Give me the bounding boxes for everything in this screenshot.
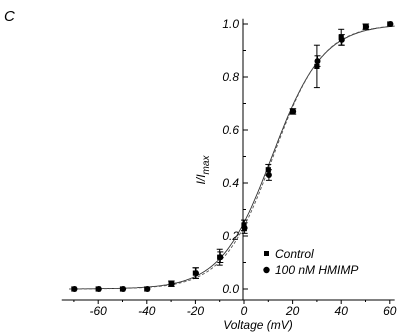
- data-point-hmimp: [290, 108, 297, 115]
- legend: Control 100 nM HMIMP: [263, 247, 358, 277]
- x-axis-label: Voltage (mV): [223, 318, 293, 332]
- x-tick-label: 0: [241, 304, 248, 318]
- data-point-hmimp: [363, 23, 370, 30]
- data-point-hmimp: [193, 270, 199, 277]
- data-point-hmimp: [387, 21, 394, 27]
- y-axis-label-sub: max: [201, 155, 212, 175]
- fit-curves: [69, 25, 395, 290]
- x-tick-label: -20: [187, 304, 205, 318]
- data-point-control: [265, 167, 271, 173]
- x-tick-label: -40: [138, 304, 156, 318]
- legend-label-hmimp: 100 nM HMIMP: [275, 263, 358, 277]
- y-axis: 0.0 0.2 0.4 0.6 0.8 1.0: [222, 17, 248, 300]
- y-axis-label: I/Imax: [194, 155, 212, 185]
- data-point-hmimp: [265, 172, 272, 179]
- y-tick-label: 1.0: [222, 17, 239, 31]
- legend-marker-hmimp: [263, 266, 270, 274]
- x-tick-label: 20: [285, 304, 300, 318]
- y-axis-label-main: I/I: [194, 174, 208, 185]
- data-point-hmimp: [217, 254, 224, 261]
- y-tick-label: 0.8: [222, 70, 239, 84]
- data-point-hmimp: [144, 286, 151, 292]
- x-tick-label: 40: [335, 304, 349, 318]
- data-point-hmimp: [95, 286, 102, 292]
- legend-marker-control: [264, 251, 269, 256]
- y-tick-label: 0.2: [222, 229, 239, 243]
- legend-label-control: Control: [275, 247, 314, 261]
- fit-curve-hmimp: [69, 25, 395, 290]
- y-tick-label: 0.6: [222, 123, 239, 137]
- data-point-hmimp: [338, 36, 345, 43]
- data-point-hmimp: [241, 225, 248, 232]
- x-tick-label: -60: [90, 304, 108, 318]
- fit-curve-control: [69, 25, 395, 290]
- x-axis: -60 -40 -20 0 20 40 60: [61, 299, 397, 318]
- data-point-hmimp: [168, 280, 175, 287]
- data-point-hmimp: [314, 58, 321, 65]
- data-points: [71, 21, 394, 292]
- panel-label: C: [4, 8, 15, 25]
- y-tick-label: 0.4: [222, 176, 239, 190]
- x-tick-label: 60: [383, 304, 397, 318]
- data-point-hmimp: [71, 286, 78, 292]
- y-tick-label: 0.0: [222, 282, 239, 296]
- data-point-control: [314, 63, 320, 69]
- data-point-hmimp: [120, 286, 127, 292]
- error-bars: [168, 23, 370, 287]
